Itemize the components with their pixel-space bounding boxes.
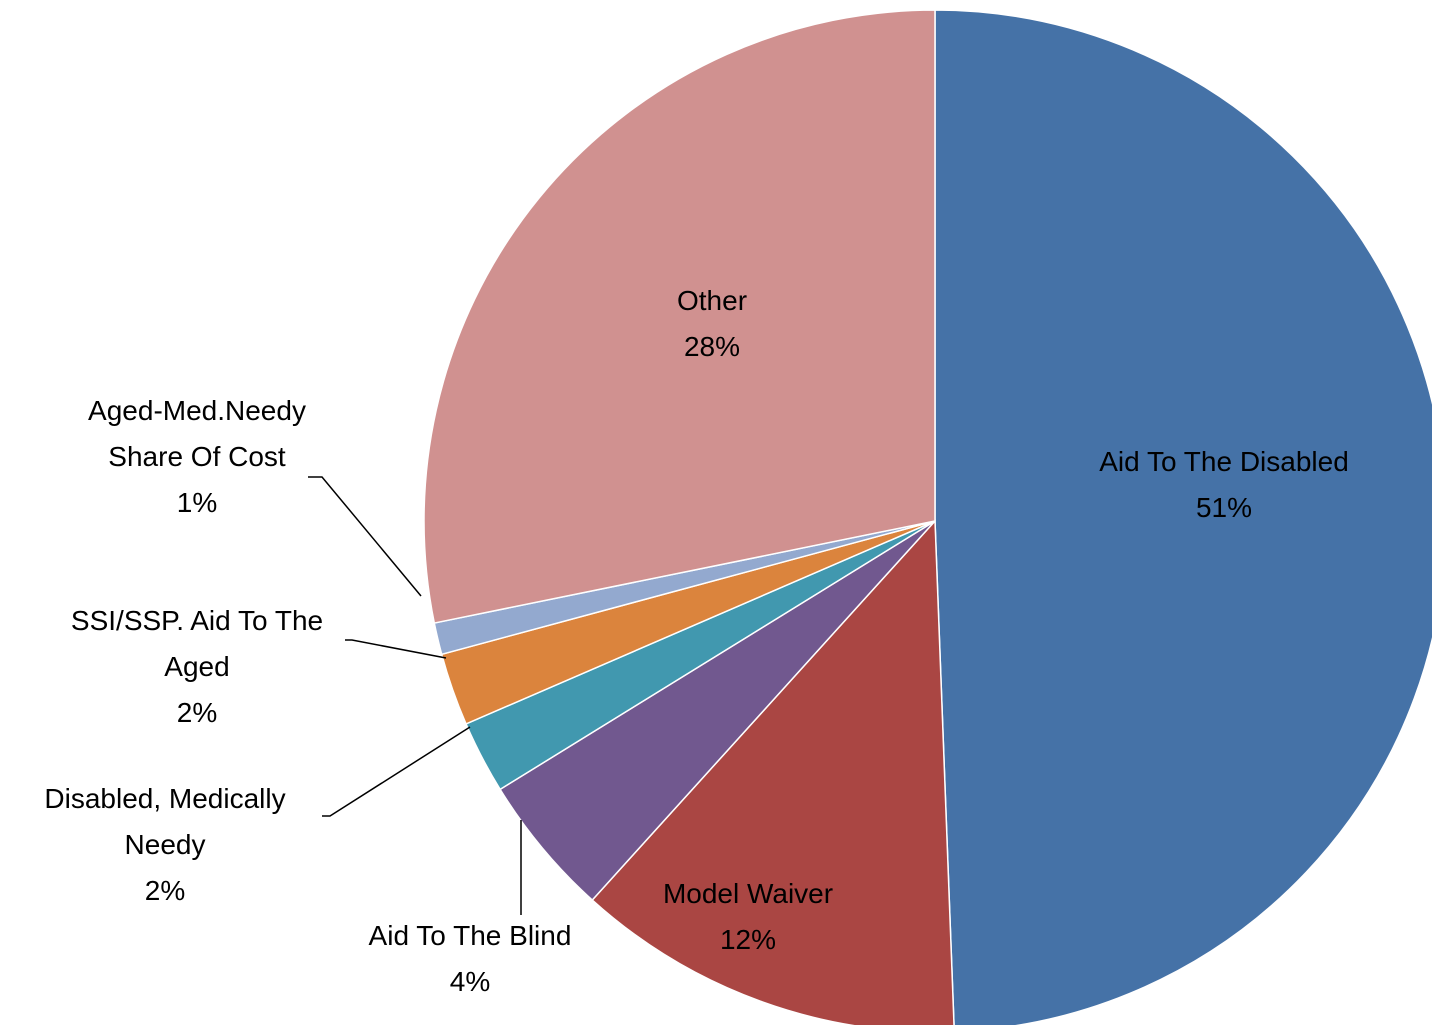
- slice-label-line: Aged-Med.Needy: [88, 395, 306, 426]
- slice-label-2: Model Waiver 12%: [663, 878, 833, 955]
- slice-label-4: Disabled, Medically Needy 2%: [44, 783, 285, 906]
- slice-label-line: Needy: [125, 829, 206, 860]
- leader-lines: [308, 476, 522, 915]
- pie-slice-1: [934, 9, 1432, 1025]
- slice-percent: 2%: [145, 875, 185, 906]
- slice-labels: Aid To The Disabled 51% Model Waiver 12% Aid…: [44, 285, 1348, 997]
- leader-line-4: [322, 726, 471, 817]
- slice-label-line: Aged: [164, 651, 229, 682]
- slice-percent: 1%: [177, 487, 217, 518]
- slice-label-line: Aid To The Blind: [369, 920, 572, 951]
- slice-percent: 12%: [720, 924, 776, 955]
- slice-label-6: Aged-Med.Needy Share Of Cost 1%: [88, 395, 306, 518]
- slice-label-line: Aid To The Disabled: [1099, 446, 1349, 477]
- slice-label-1: Aid To The Disabled 51%: [1099, 446, 1349, 523]
- slice-label-line: Share Of Cost: [108, 441, 286, 472]
- slice-label-line: SSI/SSP. Aid To The: [71, 605, 323, 636]
- slice-percent: 4%: [450, 966, 490, 997]
- slice-percent: 28%: [684, 331, 740, 362]
- slice-label-line: Model Waiver: [663, 878, 833, 909]
- slice-percent: 2%: [177, 697, 217, 728]
- slice-label-5: SSI/SSP. Aid To The Aged 2%: [71, 605, 323, 728]
- slice-label-line: Disabled, Medically: [44, 783, 285, 814]
- pie-slices: [423, 9, 1432, 1025]
- leader-line-5: [345, 639, 447, 659]
- slice-label-3: Aid To The Blind 4%: [369, 920, 572, 997]
- pie-slice-7: [423, 9, 936, 624]
- pie-slice-2: [591, 519, 955, 1025]
- leader-line-6: [308, 476, 422, 597]
- slice-label-line: Other: [677, 285, 747, 316]
- slice-percent: 51%: [1196, 492, 1252, 523]
- slice-label-7: Other 28%: [677, 285, 747, 362]
